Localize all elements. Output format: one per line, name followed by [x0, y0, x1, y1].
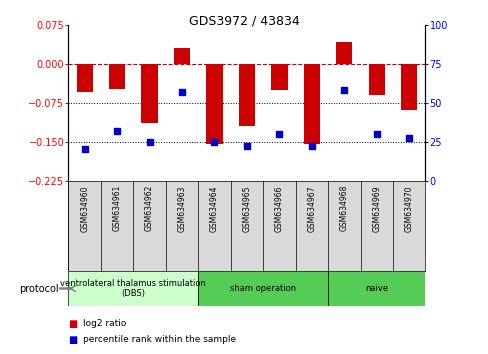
Text: sham operation: sham operation	[230, 284, 296, 293]
Point	[81, 147, 88, 152]
Point	[243, 143, 250, 149]
Text: GSM634969: GSM634969	[371, 185, 381, 232]
Text: naive: naive	[365, 284, 387, 293]
Bar	[400, 64, 416, 110]
Point	[340, 87, 347, 93]
Text: GSM634965: GSM634965	[242, 185, 251, 232]
Bar	[327, 271, 425, 306]
Bar	[206, 64, 222, 144]
Text: GDS3972 / 43834: GDS3972 / 43834	[189, 14, 299, 27]
Bar	[141, 64, 158, 124]
Bar	[238, 64, 255, 126]
Point	[145, 139, 153, 144]
Bar	[271, 64, 287, 90]
Point	[405, 136, 412, 141]
Text: GSM634966: GSM634966	[274, 185, 284, 232]
Bar	[336, 42, 352, 64]
Text: ventrolateral thalamus stimulation
(DBS): ventrolateral thalamus stimulation (DBS)	[61, 279, 206, 298]
Point	[178, 89, 185, 95]
Text: GSM634970: GSM634970	[404, 185, 413, 232]
Text: GSM634960: GSM634960	[80, 185, 89, 232]
Text: protocol: protocol	[19, 284, 59, 293]
Text: GSM634962: GSM634962	[145, 185, 154, 232]
Bar	[303, 64, 319, 144]
Point	[210, 139, 218, 144]
Point	[113, 128, 121, 133]
Text: ■: ■	[68, 335, 78, 345]
Text: percentile rank within the sample: percentile rank within the sample	[83, 335, 236, 344]
Text: GSM634968: GSM634968	[339, 185, 348, 232]
Text: log2 ratio: log2 ratio	[83, 319, 126, 329]
Bar	[68, 271, 198, 306]
Text: GSM634964: GSM634964	[209, 185, 219, 232]
Text: ■: ■	[68, 319, 78, 329]
Text: GSM634963: GSM634963	[177, 185, 186, 232]
Point	[275, 131, 283, 137]
Bar	[77, 64, 93, 92]
Bar	[198, 271, 327, 306]
Text: GSM634961: GSM634961	[112, 185, 122, 232]
Point	[372, 131, 380, 137]
Text: GSM634967: GSM634967	[307, 185, 316, 232]
Bar	[368, 64, 384, 95]
Bar	[174, 48, 190, 64]
Bar	[109, 64, 125, 88]
Point	[307, 143, 315, 149]
